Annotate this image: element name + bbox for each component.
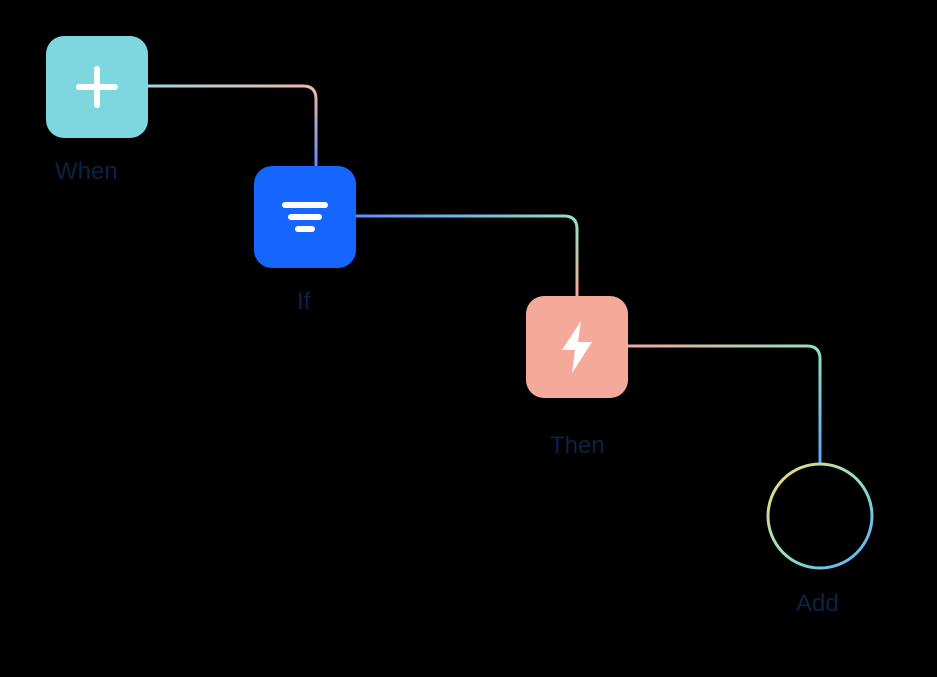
node-if[interactable] bbox=[254, 166, 356, 268]
node-add[interactable] bbox=[766, 462, 874, 570]
edge-if-then bbox=[356, 216, 577, 296]
node-then-label: Then bbox=[550, 432, 605, 460]
bolt-icon bbox=[559, 320, 595, 374]
node-when-label: When bbox=[55, 158, 118, 186]
filter-icon bbox=[281, 199, 329, 235]
add-circle-svg bbox=[766, 462, 874, 570]
plus-icon bbox=[75, 65, 119, 109]
edge-when-if bbox=[148, 86, 316, 166]
node-then[interactable] bbox=[526, 296, 628, 398]
node-when[interactable] bbox=[46, 36, 148, 138]
workflow-canvas: When If Then Add bbox=[0, 0, 937, 677]
node-if-label: If bbox=[297, 288, 310, 316]
node-add-label: Add bbox=[796, 590, 839, 618]
edge-then-add bbox=[628, 346, 820, 462]
